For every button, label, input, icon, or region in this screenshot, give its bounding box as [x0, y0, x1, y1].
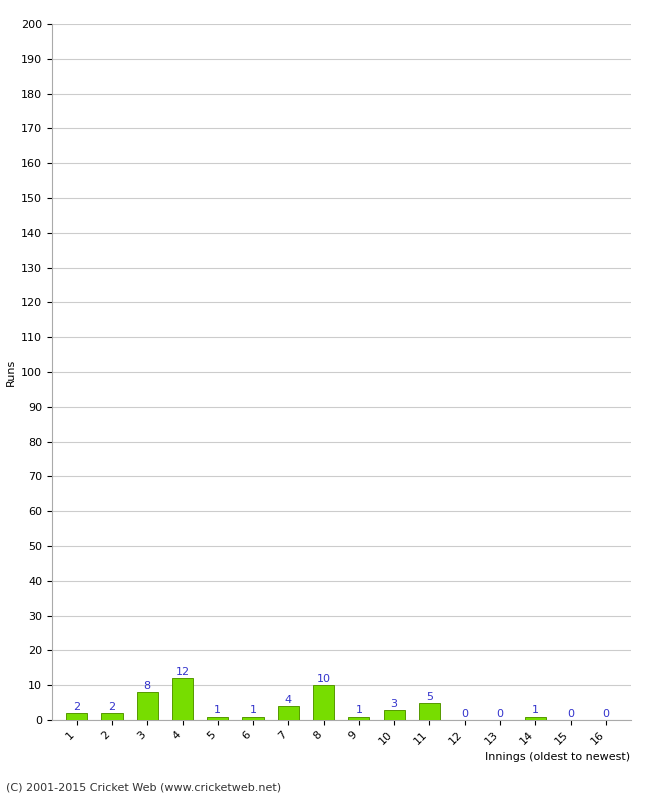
Text: 0: 0 — [462, 709, 468, 719]
Text: 0: 0 — [497, 709, 504, 719]
Text: 0: 0 — [603, 709, 609, 719]
Bar — [207, 717, 228, 720]
Text: 12: 12 — [176, 667, 190, 677]
Text: 2: 2 — [109, 702, 116, 712]
Bar — [172, 678, 193, 720]
Text: 4: 4 — [285, 695, 292, 705]
Text: 0: 0 — [567, 709, 574, 719]
Text: 5: 5 — [426, 691, 433, 702]
Text: 8: 8 — [144, 681, 151, 691]
Text: 2: 2 — [73, 702, 80, 712]
Bar — [384, 710, 405, 720]
Bar — [101, 713, 123, 720]
Y-axis label: Runs: Runs — [6, 358, 16, 386]
X-axis label: Innings (oldest to newest): Innings (oldest to newest) — [486, 752, 630, 762]
Bar — [313, 685, 334, 720]
Bar — [419, 702, 440, 720]
Text: 1: 1 — [356, 706, 363, 715]
Text: 10: 10 — [317, 674, 331, 684]
Text: 1: 1 — [532, 706, 539, 715]
Bar — [66, 713, 87, 720]
Text: 1: 1 — [214, 706, 221, 715]
Bar — [242, 717, 264, 720]
Bar — [136, 692, 158, 720]
Text: (C) 2001-2015 Cricket Web (www.cricketweb.net): (C) 2001-2015 Cricket Web (www.cricketwe… — [6, 782, 281, 792]
Bar — [525, 717, 546, 720]
Text: 3: 3 — [391, 698, 398, 709]
Bar — [278, 706, 299, 720]
Bar — [348, 717, 369, 720]
Text: 1: 1 — [250, 706, 257, 715]
